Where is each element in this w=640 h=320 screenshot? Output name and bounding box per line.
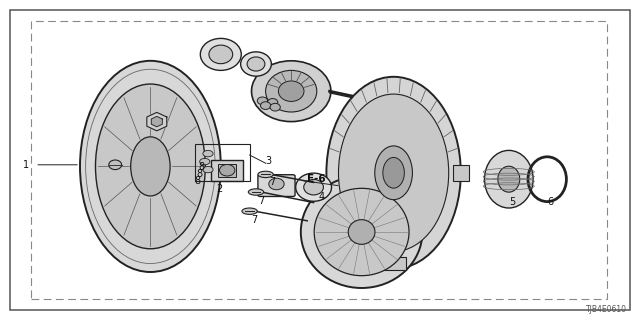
Text: 8: 8 — [198, 162, 205, 172]
Bar — [452, 165, 468, 181]
Ellipse shape — [109, 160, 122, 170]
Ellipse shape — [95, 84, 205, 249]
Polygon shape — [151, 116, 163, 127]
Text: 5: 5 — [509, 196, 515, 207]
Bar — [381, 257, 406, 270]
Ellipse shape — [220, 164, 235, 176]
FancyBboxPatch shape — [211, 160, 243, 181]
Polygon shape — [147, 112, 167, 131]
Text: 6: 6 — [547, 196, 554, 207]
Ellipse shape — [257, 97, 268, 105]
Ellipse shape — [252, 61, 331, 122]
Ellipse shape — [258, 171, 273, 178]
Ellipse shape — [375, 146, 412, 200]
Text: 1: 1 — [22, 160, 29, 170]
Ellipse shape — [296, 173, 332, 201]
Ellipse shape — [200, 158, 210, 165]
Ellipse shape — [484, 150, 533, 208]
Ellipse shape — [248, 189, 264, 195]
Ellipse shape — [348, 220, 375, 244]
FancyBboxPatch shape — [258, 175, 295, 196]
Ellipse shape — [301, 176, 422, 288]
Ellipse shape — [498, 166, 520, 192]
Ellipse shape — [314, 188, 409, 276]
Ellipse shape — [200, 38, 241, 70]
Ellipse shape — [242, 208, 257, 214]
Ellipse shape — [203, 150, 213, 157]
Text: 4: 4 — [318, 192, 324, 202]
Bar — [195, 144, 250, 181]
Bar — [218, 164, 236, 177]
Ellipse shape — [278, 81, 304, 101]
Text: 7: 7 — [258, 196, 264, 206]
Ellipse shape — [247, 57, 265, 71]
Ellipse shape — [269, 178, 284, 190]
Text: 2: 2 — [216, 184, 222, 195]
Ellipse shape — [383, 157, 404, 188]
Ellipse shape — [266, 70, 317, 112]
Ellipse shape — [131, 137, 170, 196]
Ellipse shape — [241, 52, 271, 76]
Ellipse shape — [268, 99, 278, 106]
Ellipse shape — [339, 94, 449, 252]
Ellipse shape — [209, 45, 233, 64]
Ellipse shape — [270, 103, 280, 111]
Ellipse shape — [304, 180, 323, 195]
Text: 3: 3 — [266, 156, 272, 166]
Text: 8: 8 — [194, 176, 200, 186]
Text: 7: 7 — [252, 215, 258, 225]
Text: TJB4E0610: TJB4E0610 — [586, 305, 627, 314]
Ellipse shape — [203, 166, 213, 173]
Text: 7: 7 — [269, 177, 275, 187]
Ellipse shape — [326, 77, 461, 269]
Ellipse shape — [80, 61, 221, 272]
Text: 8: 8 — [196, 169, 203, 180]
Bar — [31, 21, 607, 299]
Ellipse shape — [260, 102, 271, 109]
Text: E-6: E-6 — [307, 174, 326, 184]
